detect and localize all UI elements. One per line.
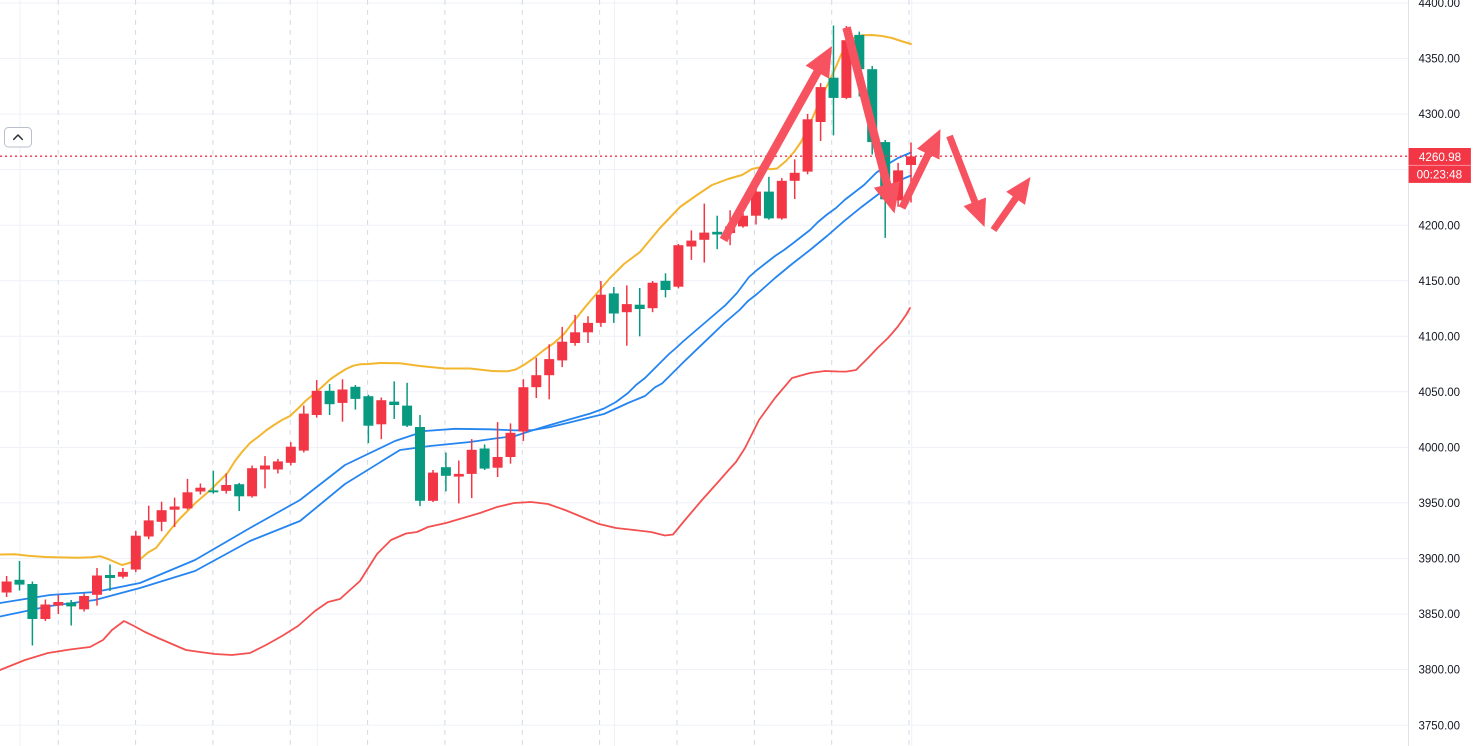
svg-text:4350.00: 4350.00 [1419, 54, 1461, 66]
svg-text:4260.98: 4260.98 [1419, 151, 1461, 164]
svg-text:3750.00: 3750.00 [1419, 720, 1461, 732]
svg-text:3950.00: 3950.00 [1419, 498, 1461, 510]
svg-text:3900.00: 3900.00 [1419, 554, 1461, 566]
svg-text:3800.00: 3800.00 [1419, 665, 1461, 677]
svg-text:3850.00: 3850.00 [1419, 609, 1461, 621]
svg-text:4150.00: 4150.00 [1419, 276, 1461, 288]
svg-text:4200.00: 4200.00 [1419, 220, 1461, 232]
svg-text:4000.00: 4000.00 [1419, 443, 1461, 455]
svg-text:4050.00: 4050.00 [1419, 387, 1461, 399]
svg-text:00:23:48: 00:23:48 [1417, 169, 1463, 182]
svg-text:4300.00: 4300.00 [1419, 109, 1461, 121]
svg-text:4100.00: 4100.00 [1419, 331, 1461, 343]
svg-text:4400.00: 4400.00 [1419, 0, 1461, 10]
